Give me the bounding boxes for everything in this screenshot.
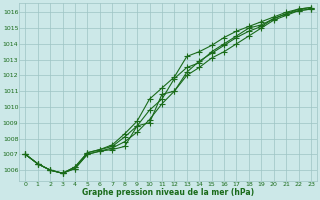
X-axis label: Graphe pression niveau de la mer (hPa): Graphe pression niveau de la mer (hPa)	[82, 188, 254, 197]
